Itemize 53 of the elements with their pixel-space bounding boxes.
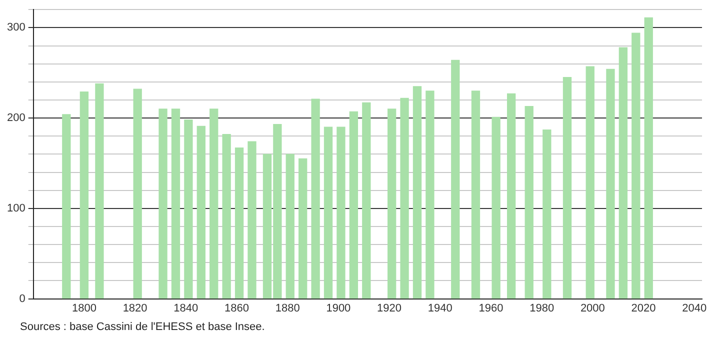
bar — [62, 114, 71, 299]
bar — [324, 126, 333, 299]
x-tick-label: 2020 — [631, 302, 656, 314]
bar — [388, 108, 396, 299]
bar — [158, 108, 168, 299]
bar — [349, 111, 358, 299]
y-tick-label: 300 — [6, 22, 26, 34]
bar — [286, 154, 294, 299]
bar — [618, 47, 628, 299]
bar — [234, 148, 244, 299]
bar — [542, 129, 552, 299]
bar — [400, 98, 409, 299]
bar — [426, 90, 434, 299]
bar — [171, 108, 180, 299]
x-tick-label: 1980 — [530, 302, 554, 314]
x-tick-label: 1820 — [122, 302, 148, 314]
y-tick-label: 200 — [6, 112, 26, 124]
x-tick-label: 1900 — [326, 302, 351, 314]
bar — [196, 126, 206, 299]
x-tick-label: 1860 — [224, 302, 249, 314]
bar — [644, 17, 653, 299]
bar — [524, 106, 534, 299]
bar — [492, 116, 500, 299]
bar — [222, 134, 231, 299]
x-tick-label: 1940 — [428, 302, 452, 314]
bar — [184, 120, 193, 299]
x-tick-label: 1840 — [174, 302, 198, 314]
source-note: Sources : base Cassini de l'EHESS et base Insee. — [20, 321, 265, 333]
x-tick-label: 1800 — [72, 302, 96, 314]
x-tick-label: 1920 — [377, 302, 402, 314]
x-tick-label: 2040 — [682, 302, 707, 314]
bar — [336, 126, 346, 299]
x-tick-label: 1960 — [478, 302, 504, 314]
y-tick-label: 100 — [6, 202, 26, 214]
bar — [632, 32, 640, 299]
bar — [606, 68, 615, 299]
bar — [95, 83, 104, 299]
bar — [562, 77, 572, 299]
y-tick-label: 0 — [19, 292, 26, 305]
bar — [210, 108, 218, 299]
bar — [133, 88, 142, 299]
x-tick-label: 2000 — [580, 302, 605, 314]
bar — [412, 86, 422, 299]
bar — [248, 141, 256, 299]
bar — [586, 66, 594, 299]
bar — [451, 60, 460, 299]
bar — [80, 92, 89, 299]
bar — [506, 93, 516, 299]
x-tick-label: 1880 — [275, 302, 300, 314]
bar — [362, 102, 371, 299]
bar — [471, 90, 480, 299]
bar — [311, 98, 320, 299]
bar — [298, 158, 308, 299]
